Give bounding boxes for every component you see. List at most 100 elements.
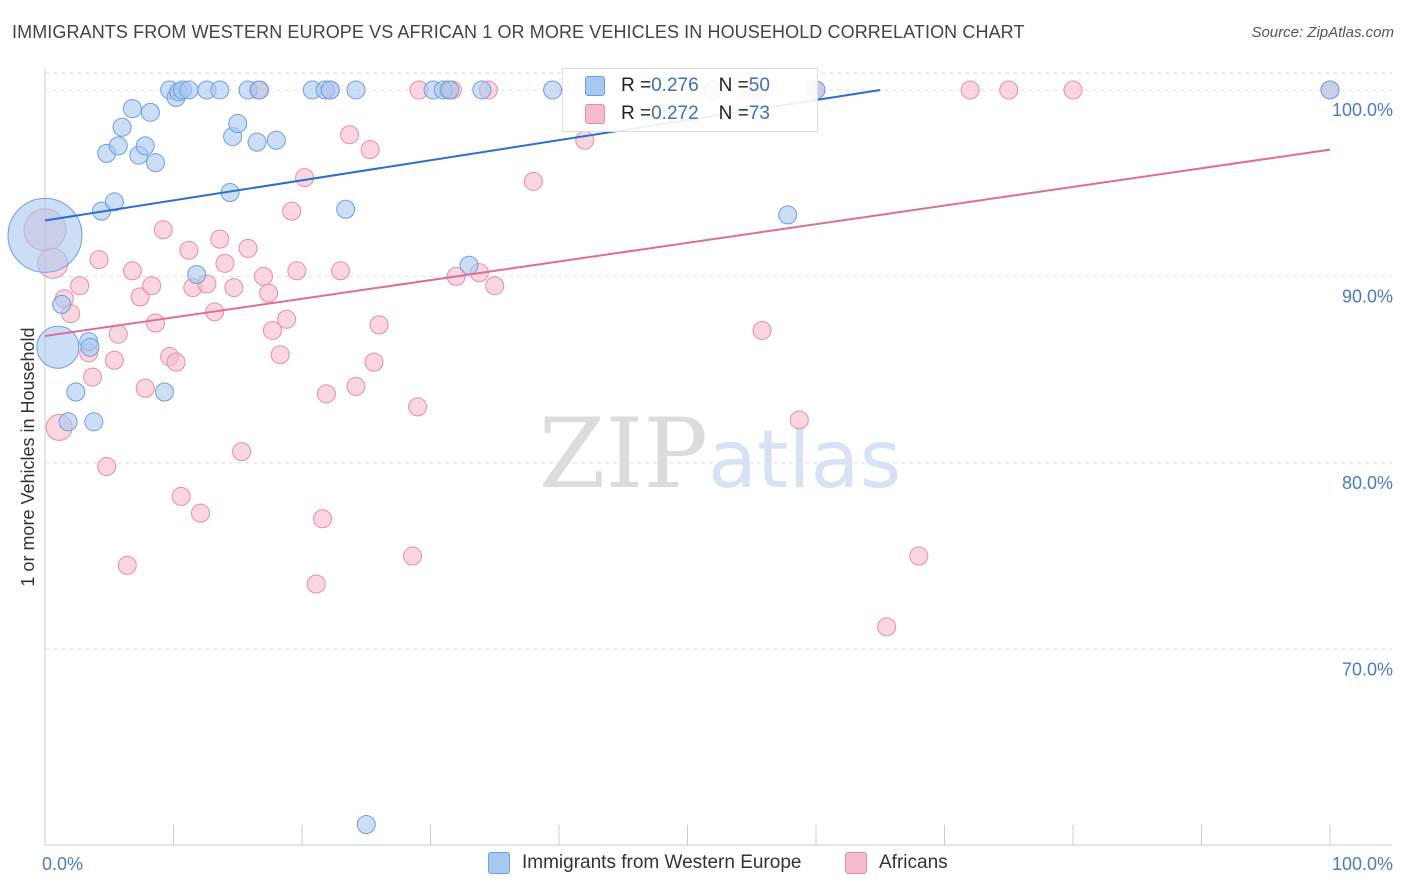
data-point[interactable] xyxy=(253,266,273,286)
data-point[interactable] xyxy=(80,337,100,357)
data-point[interactable] xyxy=(909,546,929,566)
legend-n-label: N = xyxy=(718,75,749,96)
data-point[interactable] xyxy=(135,378,155,398)
data-point[interactable] xyxy=(146,313,166,333)
data-point[interactable] xyxy=(84,412,104,432)
data-point[interactable] xyxy=(403,546,423,566)
legend-item-africans[interactable]: Africans xyxy=(845,852,948,874)
data-point[interactable] xyxy=(313,509,333,529)
data-point[interactable] xyxy=(364,352,384,372)
data-point[interactable] xyxy=(153,220,173,240)
data-point[interactable] xyxy=(320,80,340,100)
data-point[interactable] xyxy=(1320,80,1340,100)
data-point[interactable] xyxy=(166,352,186,372)
data-point[interactable] xyxy=(135,136,155,156)
data-point[interactable] xyxy=(108,136,128,156)
data-point[interactable] xyxy=(179,240,199,260)
data-point[interactable] xyxy=(360,140,380,160)
data-point[interactable] xyxy=(130,287,150,307)
legend-swatch-pink xyxy=(585,104,605,124)
data-point[interactable] xyxy=(277,309,297,329)
data-point[interactable] xyxy=(306,574,326,594)
data-point[interactable] xyxy=(232,442,252,462)
data-point[interactable] xyxy=(83,367,103,387)
data-point[interactable] xyxy=(295,168,315,188)
data-point[interactable] xyxy=(575,130,595,150)
data-point[interactable] xyxy=(270,345,290,365)
data-point[interactable] xyxy=(117,555,137,575)
data-point[interactable] xyxy=(789,410,809,430)
legend-label: Africans xyxy=(879,852,948,873)
data-point[interactable] xyxy=(70,276,90,296)
data-point[interactable] xyxy=(259,283,279,303)
data-point[interactable] xyxy=(52,294,72,314)
data-point[interactable] xyxy=(346,376,366,396)
data-point[interactable] xyxy=(58,412,78,432)
data-point[interactable] xyxy=(316,384,336,404)
data-point[interactable] xyxy=(7,197,83,273)
data-point[interactable] xyxy=(238,238,258,258)
data-point[interactable] xyxy=(108,324,128,344)
data-point[interactable] xyxy=(282,201,302,221)
data-point[interactable] xyxy=(459,255,479,275)
data-point[interactable] xyxy=(89,250,109,270)
legend-r-label: R = xyxy=(621,75,652,96)
data-point[interactable] xyxy=(752,320,772,340)
series-legend: Immigrants from Western Europe Africans xyxy=(0,852,1406,876)
data-point[interactable] xyxy=(1063,80,1083,100)
legend-item-western-europe[interactable]: Immigrants from Western Europe xyxy=(488,852,801,874)
data-point[interactable] xyxy=(543,80,563,100)
data-point[interactable] xyxy=(36,325,80,369)
data-point[interactable] xyxy=(336,199,356,219)
grid-lines xyxy=(45,72,1392,650)
data-point[interactable] xyxy=(346,80,366,100)
data-point[interactable] xyxy=(97,457,117,477)
legend-swatch-pink xyxy=(845,852,867,874)
series-western-europe-points xyxy=(7,80,1340,834)
data-point[interactable] xyxy=(140,102,160,122)
data-point[interactable] xyxy=(331,261,351,281)
data-point[interactable] xyxy=(408,397,428,417)
trend-line xyxy=(44,148,1331,338)
data-point[interactable] xyxy=(142,276,162,296)
data-point[interactable] xyxy=(224,278,244,298)
data-point[interactable] xyxy=(877,617,897,637)
data-point[interactable] xyxy=(122,261,142,281)
data-point[interactable] xyxy=(340,125,360,145)
x-tick-label: 100.0% xyxy=(1332,854,1393,874)
correlation-legend: R = 0.276 N = 50 R = 0.272 N = 73 xyxy=(562,68,818,132)
data-point[interactable] xyxy=(187,265,207,285)
data-point[interactable] xyxy=(472,80,492,100)
data-point[interactable] xyxy=(356,814,376,834)
data-point[interactable] xyxy=(66,382,86,402)
data-point[interactable] xyxy=(250,80,270,100)
data-point[interactable] xyxy=(999,80,1019,100)
data-point[interactable] xyxy=(190,503,210,523)
data-point[interactable] xyxy=(369,315,389,335)
legend-swatch-blue xyxy=(488,852,510,874)
data-point[interactable] xyxy=(112,117,132,137)
data-point[interactable] xyxy=(146,153,166,173)
data-point[interactable] xyxy=(171,486,191,506)
data-point[interactable] xyxy=(485,276,505,296)
data-point[interactable] xyxy=(266,130,286,150)
legend-row-africans: R = 0.272 N = 73 xyxy=(563,100,770,128)
data-point[interactable] xyxy=(960,80,980,100)
data-point[interactable] xyxy=(210,80,230,100)
data-point[interactable] xyxy=(440,80,460,100)
data-point[interactable] xyxy=(262,320,282,340)
data-point[interactable] xyxy=(287,261,307,281)
data-point[interactable] xyxy=(104,192,124,212)
data-point[interactable] xyxy=(523,171,543,191)
data-point[interactable] xyxy=(155,382,175,402)
data-point[interactable] xyxy=(179,80,199,100)
legend-label: Immigrants from Western Europe xyxy=(522,852,802,873)
data-point[interactable] xyxy=(228,114,248,134)
data-point[interactable] xyxy=(215,253,235,273)
data-point[interactable] xyxy=(104,350,124,370)
data-point[interactable] xyxy=(247,132,267,152)
data-point[interactable] xyxy=(210,229,230,249)
data-point[interactable] xyxy=(122,99,142,119)
data-point[interactable] xyxy=(778,205,798,225)
